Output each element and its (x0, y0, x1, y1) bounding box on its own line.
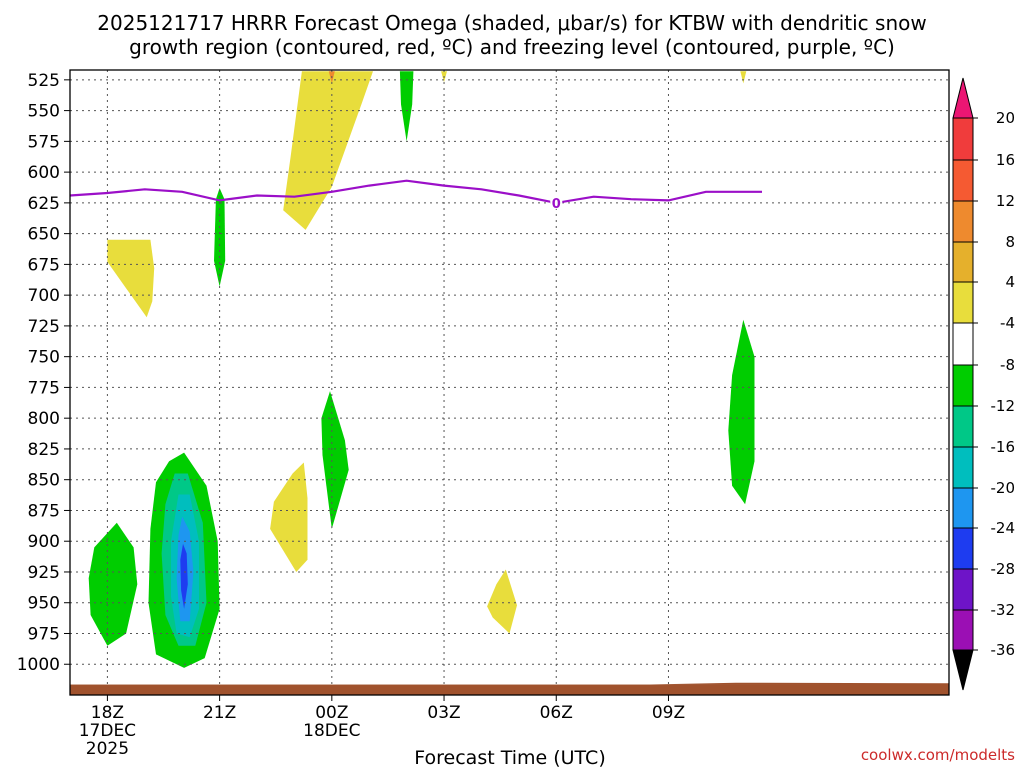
y-tick-label-775: 775 (28, 378, 60, 398)
colorbar-bin-3 (952, 200, 974, 243)
y-tick-label-650: 650 (28, 225, 60, 245)
omega-region-left-green-925 (88, 522, 138, 646)
colorbar-bin-2 (952, 159, 974, 202)
colorbar-label--4: -4 (1000, 314, 1015, 332)
omega-shading (88, 71, 755, 668)
y-tick-label-525: 525 (28, 71, 60, 91)
x-tick-label-21Z: 21Z (203, 703, 236, 723)
omega-region-yellow-950 (487, 569, 517, 634)
y-tick-label-725: 725 (28, 317, 60, 337)
colorbar-label-8: 8 (1005, 233, 1015, 251)
y-tick-label-800: 800 (28, 409, 60, 429)
colorbar-bin-4 (952, 241, 974, 283)
omega-region-left-yellow-675 (107, 239, 155, 318)
y-tick-label-550: 550 (28, 102, 60, 122)
colorbar-bin-5 (952, 281, 974, 324)
y-tick-label-900: 900 (28, 532, 60, 552)
colorbar-label-20: 20 (996, 109, 1015, 127)
omega-region-upper-small-yellow-b (740, 71, 747, 84)
colorbar-label--12: -12 (991, 397, 1016, 415)
colorbar-bin-1 (952, 117, 974, 161)
freezing-level-label: 0 (552, 197, 561, 212)
freezing-level-contour: 0 (70, 179, 762, 212)
colorbar-label--28: -28 (991, 560, 1016, 578)
x-tick-date-18Z: 17DEC (79, 721, 136, 741)
freezing-level-line (70, 179, 762, 205)
colorbar-bottom-arrow (952, 649, 974, 691)
omega-region-mid-green-21z (214, 188, 226, 287)
chart-title-line1: 2025121717 HRRR Forecast Omega (shaded, … (97, 11, 926, 35)
colorbar-bin-11 (952, 527, 974, 570)
y-tick-label-825: 825 (28, 440, 60, 460)
colorbar-bin-10 (952, 487, 974, 529)
colorbar: 20 16 12 8 4 -4 -8 -12 -16 -20 -24 -28 -32 -36 (952, 77, 1016, 691)
colorbar-label--32: -32 (991, 601, 1016, 619)
colorbar-bin-7 (952, 364, 974, 407)
colorbar-label--24: -24 (991, 519, 1016, 537)
chart-title-line2: growth region (contoured, red, ºC) and f… (129, 35, 895, 59)
colorbar-label-12: 12 (996, 192, 1015, 210)
x-tick-label-00Z: 00Z (315, 703, 348, 723)
y-tick-label-925: 925 (28, 563, 60, 583)
ground-strip (70, 684, 949, 695)
omega-region-strong-cell-darkblue (180, 543, 188, 609)
grid-lines (70, 70, 949, 695)
colorbar-label-4: 4 (1005, 273, 1015, 291)
colorbar-label--16: -16 (991, 438, 1016, 456)
colorbar-label-16: 16 (996, 151, 1015, 169)
y-tick-label-750: 750 (28, 348, 60, 368)
y-tick-label-700: 700 (28, 286, 60, 306)
omega-region-yellow-875 (270, 462, 308, 572)
colorbar-top-arrow (952, 77, 974, 119)
ground-surface (70, 682, 949, 695)
omega-region-green-800 (321, 391, 349, 529)
colorbar-bin-9 (952, 446, 974, 489)
freezing-level-label-bg (550, 194, 563, 209)
y-tick-label-950: 950 (28, 594, 60, 614)
axes (69, 69, 950, 696)
y-tick-label-575: 575 (28, 132, 60, 152)
x-tick-label-18Z: 18Z (91, 703, 124, 723)
x-tick-label-09Z: 09Z (652, 703, 685, 723)
colorbar-bin-13 (952, 609, 974, 651)
y-tick-label-600: 600 (28, 163, 60, 183)
x-tick-date-00Z: 18DEC (303, 721, 360, 741)
colorbar-bin-8 (952, 405, 974, 448)
y-tick-label-975: 975 (28, 624, 60, 644)
y-axis-ticks: 525 550 575 600 625 650 675 700 725 750 775 800 825 8… (17, 71, 70, 675)
credit-text: coolwx.com/modelts (861, 746, 1015, 764)
y-tick-label-850: 850 (28, 471, 60, 491)
colorbar-label--36: -36 (991, 641, 1016, 659)
x-axis-label: Forecast Time (UTC) (414, 747, 605, 768)
colorbar-bin-12 (952, 568, 974, 611)
omega-region-upper-green-column (399, 71, 414, 142)
colorbar-label--8: -8 (1000, 356, 1015, 374)
colorbar-bin-6 (952, 322, 974, 366)
y-tick-label-625: 625 (28, 194, 60, 214)
x-tick-label-03Z: 03Z (427, 703, 460, 723)
plot-frame (69, 69, 950, 696)
x-tick-year-18Z: 2025 (86, 739, 129, 759)
y-tick-label-675: 675 (28, 255, 60, 275)
y-tick-label-875: 875 (28, 501, 60, 521)
omega-region-right-green-800 (728, 319, 755, 505)
y-tick-label-1000: 1000 (17, 655, 60, 675)
ground-bump (649, 682, 949, 686)
colorbar-label--20: -20 (991, 479, 1016, 497)
x-tick-label-06Z: 06Z (540, 703, 573, 723)
